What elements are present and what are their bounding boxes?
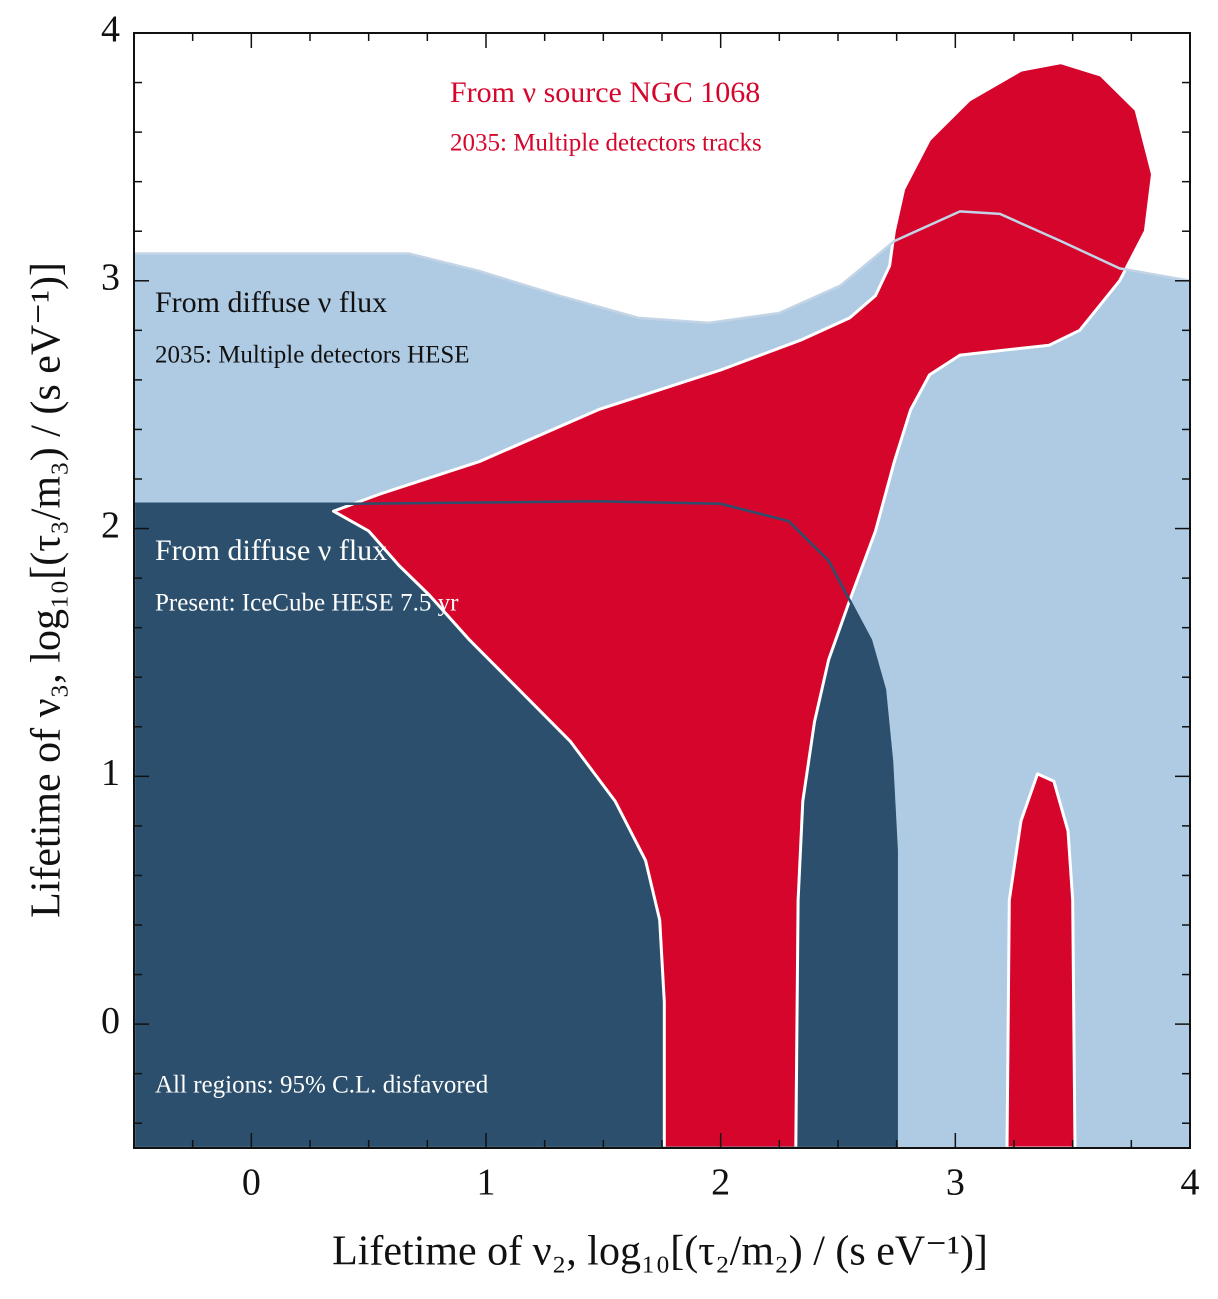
plot-area: 0 1 2 3 4 0 1 2 3 4: [101, 9, 1200, 1204]
y-axis-label: Lifetime of ν₃, log₁₀[(τ₃/m₃) / (s eV⁻¹)…: [24, 262, 70, 918]
region: [1005, 772, 1077, 1148]
y-tick-label: 0: [101, 1000, 120, 1042]
x-tick-label: 0: [242, 1162, 261, 1204]
y-tick-label: 2: [101, 504, 120, 546]
region-boundary: [134, 500, 898, 1148]
annotation: All regions: 95% C.L. disfavored: [155, 1072, 489, 1099]
annotation: 2035: Multiple detectors HESE: [155, 342, 470, 369]
region: [332, 61, 1154, 1148]
x-axis-label: Lifetime of ν₂, log₁₀[(τ₂/m₂) / (s eV⁻¹)…: [332, 1229, 988, 1275]
y-tick-label: 1: [101, 752, 120, 794]
annotation: From diffuse ν flux: [155, 286, 387, 319]
x-tick-label: 1: [477, 1162, 496, 1204]
annotation: From diffuse ν flux: [155, 534, 387, 567]
x-tick-label: 3: [946, 1162, 965, 1204]
regions: [134, 61, 1190, 1148]
annotation: 2035: Multiple detectors tracks: [450, 130, 762, 157]
annotation: From ν source NGC 1068: [450, 76, 760, 109]
region-boundary: [134, 210, 1190, 1148]
annotation: Present: IceCube HESE 7.5 yr: [155, 590, 459, 617]
y-tick-label: 4: [101, 9, 120, 51]
y-tick-label: 3: [101, 256, 120, 298]
x-tick-label: 2: [711, 1162, 730, 1204]
x-tick-label: 4: [1181, 1162, 1200, 1204]
